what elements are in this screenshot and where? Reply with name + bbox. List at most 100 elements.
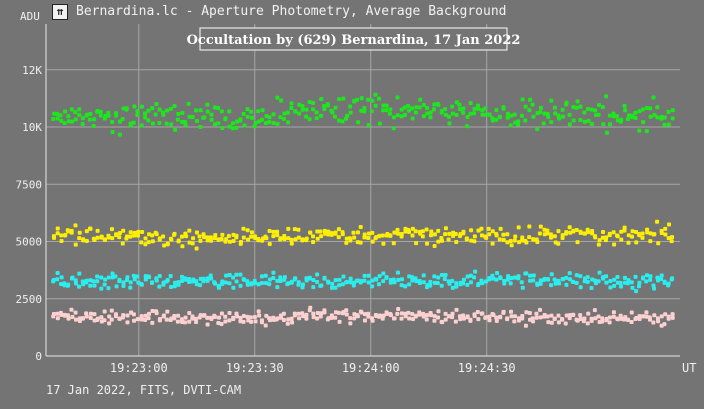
- data-point: [399, 311, 404, 316]
- y-tick-label: 12K: [22, 64, 42, 77]
- data-point: [164, 121, 169, 126]
- data-point: [541, 121, 546, 126]
- data-point: [135, 113, 140, 118]
- data-point: [420, 229, 425, 234]
- data-point: [366, 273, 371, 278]
- data-point: [524, 240, 529, 245]
- data-point: [114, 284, 119, 289]
- data-point: [231, 238, 236, 243]
- data-point: [285, 120, 290, 125]
- data-point: [629, 310, 634, 315]
- data-point: [77, 316, 82, 321]
- data-point: [487, 314, 492, 319]
- data-point: [289, 316, 294, 321]
- data-point: [406, 228, 411, 233]
- data-point: [150, 309, 155, 314]
- data-point: [182, 320, 187, 325]
- data-point: [208, 235, 213, 240]
- data-point: [601, 122, 606, 127]
- data-point: [289, 241, 294, 246]
- grid: [46, 24, 680, 356]
- data-point: [84, 314, 89, 319]
- data-point: [450, 104, 455, 109]
- data-point: [432, 102, 437, 107]
- data-point: [249, 115, 254, 120]
- data-point: [69, 228, 74, 233]
- data-point: [381, 313, 386, 318]
- data-point: [546, 320, 551, 325]
- data-point: [333, 105, 338, 110]
- data-point: [458, 107, 463, 112]
- data-point: [173, 127, 178, 132]
- data-point: [95, 109, 100, 114]
- data-point: [560, 107, 565, 112]
- data-point: [619, 237, 624, 242]
- data-point: [263, 273, 268, 278]
- data-point: [131, 273, 136, 278]
- data-point: [180, 244, 185, 249]
- data-point: [618, 313, 623, 318]
- data-point: [55, 311, 60, 316]
- y-tick-label: 5000: [16, 236, 43, 249]
- data-point: [256, 236, 261, 241]
- data-point: [454, 240, 459, 245]
- data-point: [319, 234, 324, 239]
- data-point: [629, 234, 634, 239]
- data-point: [439, 283, 444, 288]
- data-point: [190, 316, 195, 321]
- data-point: [128, 230, 133, 235]
- data-point: [512, 112, 517, 117]
- data-point: [235, 119, 240, 124]
- data-point: [55, 270, 60, 275]
- data-point: [234, 125, 239, 130]
- data-point: [561, 114, 566, 119]
- data-point: [552, 317, 557, 322]
- data-point: [256, 309, 261, 314]
- data-point: [395, 311, 400, 316]
- data-point: [376, 96, 381, 101]
- data-point: [380, 233, 385, 238]
- data-point: [337, 319, 342, 324]
- data-point: [267, 120, 272, 125]
- data-point: [59, 233, 64, 238]
- data-point: [366, 97, 371, 102]
- data-point: [55, 231, 60, 236]
- data-point: [154, 309, 159, 314]
- data-point: [611, 230, 616, 235]
- data-point: [205, 322, 210, 327]
- data-point: [494, 318, 499, 323]
- data-point: [582, 119, 587, 124]
- data-point: [150, 320, 155, 325]
- data-point: [508, 123, 513, 128]
- data-point: [669, 239, 674, 244]
- data-point: [301, 314, 306, 319]
- data-point: [413, 229, 418, 234]
- data-point: [340, 230, 345, 235]
- data-point: [494, 315, 499, 320]
- data-point: [388, 107, 393, 112]
- y-tick-label: 10K: [22, 121, 42, 134]
- data-point: [190, 114, 195, 119]
- data-point: [113, 274, 118, 279]
- data-point: [241, 319, 246, 324]
- app-icon[interactable]: ⇈: [52, 4, 68, 20]
- data-point: [245, 228, 250, 233]
- data-point: [77, 284, 82, 289]
- data-point: [410, 233, 415, 238]
- data-point: [109, 317, 114, 322]
- data-point: [465, 114, 470, 119]
- data-point: [494, 117, 499, 122]
- data-point: [527, 235, 532, 240]
- data-point: [508, 281, 513, 286]
- data-point: [640, 235, 645, 240]
- data-point: [424, 313, 429, 318]
- data-point: [662, 280, 667, 285]
- data-point: [515, 122, 520, 127]
- data-point: [136, 229, 141, 234]
- data-point: [571, 118, 576, 123]
- data-point: [187, 319, 192, 324]
- data-point: [626, 233, 631, 238]
- data-point: [428, 279, 433, 284]
- data-point: [202, 313, 207, 318]
- data-point: [347, 236, 352, 241]
